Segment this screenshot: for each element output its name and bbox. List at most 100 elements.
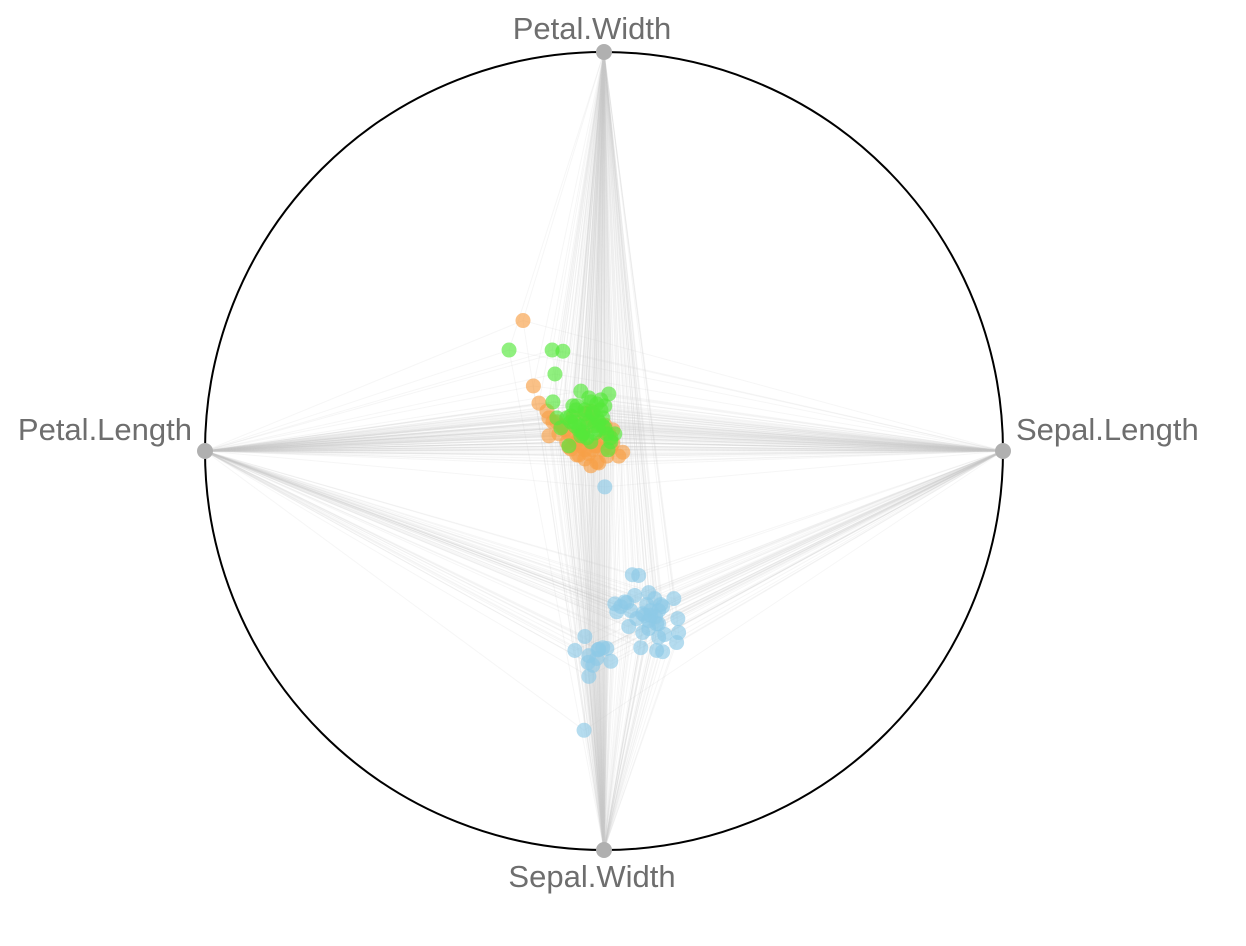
link-line (588, 397, 605, 851)
link-line (603, 51, 660, 611)
data-point-series-1 (515, 313, 531, 329)
link-line (602, 425, 1004, 452)
link-line (508, 349, 605, 851)
link-line (603, 661, 612, 851)
link-line (582, 51, 605, 434)
link-line (204, 421, 599, 452)
data-point-series-0 (670, 611, 686, 627)
link-line (588, 676, 605, 851)
link-line (596, 417, 1004, 452)
link-line (590, 410, 1004, 452)
link-line (582, 51, 605, 432)
link-line (603, 637, 660, 851)
link-line (603, 51, 610, 434)
link-line (204, 435, 581, 452)
link-line (580, 51, 605, 436)
link-line (584, 409, 605, 851)
link-line (603, 51, 624, 453)
link-line (576, 51, 605, 406)
link-line (204, 410, 591, 452)
link-line (204, 409, 577, 452)
link-line (204, 425, 561, 452)
link-line (584, 449, 1004, 452)
link-line (578, 450, 1004, 456)
link-line (596, 403, 1004, 452)
link-line (586, 426, 1004, 452)
link-line (204, 445, 597, 452)
link-line (566, 51, 605, 418)
link-line (204, 425, 601, 452)
link-line (597, 450, 1004, 651)
link-line (204, 413, 593, 452)
link-line (602, 51, 605, 648)
link-line (204, 450, 655, 600)
data-point-series-2 (545, 394, 561, 410)
link-line (204, 450, 586, 637)
link-line (574, 51, 605, 426)
link-line (656, 450, 1004, 625)
link-line (575, 409, 605, 851)
link-line (578, 438, 605, 851)
link-line (204, 450, 635, 596)
link-line (584, 51, 605, 414)
link-line (560, 51, 605, 428)
link-line (576, 405, 605, 851)
link-line (592, 420, 605, 851)
link-line (578, 425, 1004, 452)
link-line (204, 450, 661, 606)
link-line (556, 51, 605, 422)
link-line (603, 51, 658, 651)
link-line (616, 450, 1004, 613)
link-line (592, 665, 605, 851)
link-line (204, 450, 612, 662)
link-line (204, 437, 605, 452)
link-line (204, 446, 569, 452)
data-point-series-0 (590, 642, 606, 658)
link-line (603, 51, 616, 434)
link-line (552, 349, 1004, 452)
link-line (600, 51, 605, 426)
link-line (572, 416, 1004, 452)
data-point-series-0 (619, 595, 635, 611)
data-point-series-2 (547, 366, 563, 382)
link-line (532, 51, 605, 387)
link-line (592, 51, 605, 412)
link-line (204, 450, 647, 606)
link-line (592, 411, 1004, 452)
link-line (204, 450, 649, 630)
link-line (564, 429, 1004, 452)
link-line (590, 51, 605, 412)
link-line (620, 450, 1004, 608)
link-line (560, 427, 1004, 452)
link-line (603, 632, 680, 851)
link-line (546, 410, 1004, 452)
link-line (586, 427, 605, 851)
link-line (558, 51, 605, 434)
link-line (578, 51, 605, 430)
link-line (522, 51, 605, 321)
link-line (572, 51, 605, 406)
link-line (204, 450, 649, 594)
link-line (570, 51, 605, 416)
link-line (532, 385, 605, 851)
link-line (594, 432, 1004, 452)
link-line (508, 349, 1004, 452)
link-line (566, 51, 605, 443)
link-line (568, 51, 605, 434)
data-point-series-0 (669, 635, 685, 651)
link-line (578, 438, 1004, 452)
link-line (204, 437, 587, 452)
link-line (603, 51, 650, 593)
link-line (204, 417, 597, 452)
link-line (556, 417, 1004, 452)
anchor-label-sepal-width: Sepal.Width (508, 859, 675, 894)
link-line (204, 432, 595, 452)
link-line (590, 51, 605, 402)
link-line (584, 413, 1004, 452)
link-line (522, 320, 1004, 452)
link-line (204, 411, 593, 452)
link-line (204, 431, 581, 452)
link-line (602, 417, 1004, 452)
link-line (204, 421, 557, 452)
link-line (552, 401, 1004, 452)
